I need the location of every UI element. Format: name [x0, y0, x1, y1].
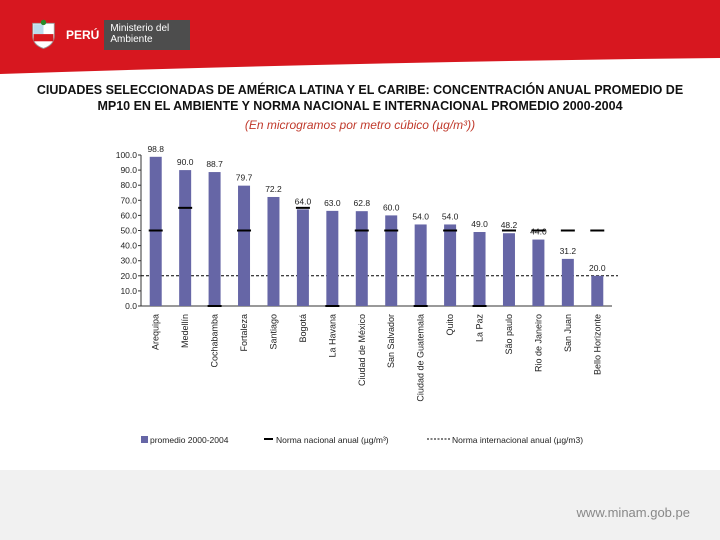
peru-crest-icon — [32, 19, 55, 49]
x-tick-label: Cochabamba — [210, 314, 220, 368]
bar — [591, 275, 604, 306]
y-tick-label: 70.0 — [120, 195, 137, 205]
data-label: 88.7 — [206, 159, 223, 169]
bar — [385, 215, 398, 306]
x-tick-label: Ciudad de Guatemala — [416, 314, 426, 402]
legend-bar-swatch — [141, 436, 148, 443]
x-tick-label: Ciudad de México — [357, 314, 367, 386]
data-label: 72.2 — [265, 184, 282, 194]
bar — [502, 233, 515, 306]
x-tick-label: Bogotá — [298, 314, 308, 343]
data-label: 98.8 — [147, 144, 164, 154]
chart-subtitle: (En microgramos por metro cúbico (µg/m³)… — [244, 118, 476, 132]
x-tick-label: São paulo — [504, 314, 514, 355]
data-label: 63.0 — [324, 198, 341, 208]
bar — [561, 258, 574, 306]
bar — [208, 172, 221, 306]
y-tick-label: 80.0 — [120, 180, 137, 190]
bar — [473, 232, 486, 306]
y-tick-label: 40.0 — [120, 241, 137, 251]
y-tick-label: 90.0 — [120, 165, 137, 175]
x-tick-label: La Paz — [475, 314, 485, 343]
legend-national-label: Norma nacional anual (µg/m³) — [276, 435, 389, 445]
y-tick-label: 20.0 — [120, 271, 137, 281]
bar — [326, 210, 339, 306]
data-label: 64.0 — [295, 196, 312, 206]
x-tick-label: Bello Horizonte — [592, 314, 602, 375]
y-tick-label: 30.0 — [120, 256, 137, 266]
x-tick-label: Medellín — [180, 314, 190, 348]
ministry-logo: PERÚ Ministerio del Ambiente — [30, 17, 190, 53]
data-label: 60.0 — [383, 202, 400, 212]
bar — [238, 185, 251, 306]
data-label: 79.7 — [236, 173, 253, 183]
data-label: 44.0 — [530, 227, 547, 237]
bar — [296, 209, 309, 306]
legend-bar-label: promedio 2000-2004 — [150, 435, 229, 445]
chart-title: CIUDADES SELECCIONADAS DE AMÉRICA LATINA… — [36, 83, 684, 113]
y-tick-label: 10.0 — [120, 286, 137, 296]
bar — [267, 196, 280, 306]
y-tick-label: 60.0 — [120, 210, 137, 220]
ministry-label: Ministerio del Ambiente — [104, 20, 190, 50]
bar — [355, 211, 368, 306]
bar — [179, 170, 192, 306]
x-tick-label: La Havana — [327, 314, 337, 358]
data-label: 90.0 — [177, 157, 194, 167]
data-label: 49.0 — [471, 219, 488, 229]
x-tick-label: Arequipa — [151, 314, 161, 350]
bar — [532, 239, 545, 306]
data-label: 48.2 — [501, 220, 518, 230]
x-tick-label: San Salvador — [386, 314, 396, 368]
x-tick-label: San Juan — [563, 314, 573, 352]
legend-international-label: Norma internacional anual (µg/m3) — [452, 435, 583, 445]
data-label: 54.0 — [412, 211, 429, 221]
country-label: PERÚ — [60, 22, 105, 48]
y-tick-label: 0.0 — [125, 301, 137, 311]
data-label: 62.8 — [354, 198, 371, 208]
x-tick-label: Fortaleza — [239, 314, 249, 352]
bar — [444, 224, 457, 306]
bar — [414, 224, 427, 306]
footer-url[interactable]: www.minam.gob.pe — [576, 505, 690, 520]
x-tick-label: Rio de Janeiro — [533, 314, 543, 372]
x-tick-label: Quito — [445, 314, 455, 336]
x-tick-label: Santiago — [268, 314, 278, 350]
data-label: 54.0 — [442, 211, 459, 221]
data-label: 20.0 — [589, 263, 606, 273]
data-label: 31.2 — [560, 246, 577, 256]
y-tick-label: 50.0 — [120, 226, 137, 236]
y-tick-label: 100.0 — [116, 150, 138, 160]
